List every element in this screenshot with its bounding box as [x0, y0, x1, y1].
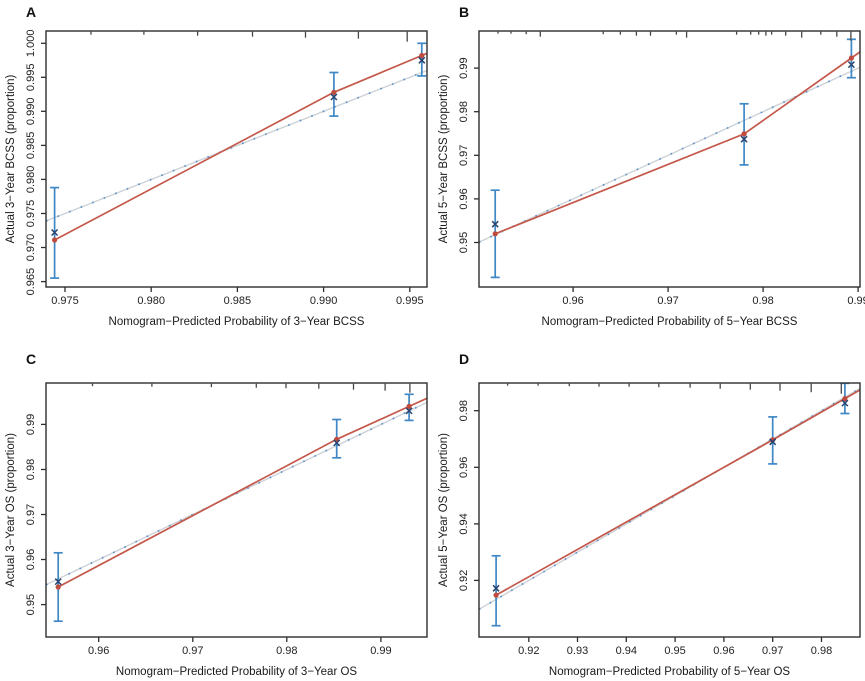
svg-text:0.96: 0.96	[458, 457, 470, 478]
svg-text:Nomogram−Predicted Probability: Nomogram−Predicted Probability of 3−Year…	[116, 666, 358, 678]
panel-b: 0.96 0.97 0.98 0.99 0.95 0.96 0.97 0.98 0.99 Nomo…	[433, 0, 865, 340]
svg-text:0.975: 0.975	[51, 295, 79, 307]
svg-text:Actual 3−Year BCSS (proportion: Actual 3−Year BCSS (proportion)	[5, 75, 17, 244]
svg-text:0.995: 0.995	[396, 295, 424, 307]
svg-text:0.99: 0.99	[458, 57, 470, 78]
svg-text:0.99: 0.99	[847, 295, 865, 307]
svg-text:0.95: 0.95	[664, 645, 685, 657]
panel-d-plot: 0.92 0.93 0.94 0.95 0.96 0.97 0.98 0.92 0.94 0.96…	[433, 341, 865, 681]
svg-text:0.98: 0.98	[276, 645, 297, 657]
calibration-plot-svg: 0.975 0.980 0.985 0.990 0.995 0.965 0.970 0.975…	[5, 30, 428, 328]
svg-text:0.97: 0.97	[25, 504, 37, 525]
svg-text:0.985: 0.985	[224, 295, 252, 307]
svg-text:Actual 3−Year OS (proportion): Actual 3−Year OS (proportion)	[5, 433, 17, 587]
panel-c-label: C	[26, 351, 37, 367]
svg-text:Nomogram−Predicted Probability: Nomogram−Predicted Probability of 5−Year…	[549, 666, 791, 678]
svg-text:0.97: 0.97	[458, 145, 470, 166]
svg-text:0.96: 0.96	[458, 188, 470, 209]
svg-text:0.92: 0.92	[518, 645, 539, 657]
svg-text:0.965: 0.965	[25, 268, 37, 296]
svg-text:0.97: 0.97	[657, 295, 678, 307]
svg-text:0.96: 0.96	[25, 549, 37, 570]
svg-text:0.95: 0.95	[458, 232, 470, 253]
svg-text:0.98: 0.98	[458, 400, 470, 421]
svg-text:0.97: 0.97	[762, 645, 783, 657]
calibration-plot-svg: 0.92 0.93 0.94 0.95 0.96 0.97 0.98 0.92 0.94 0.96…	[438, 382, 861, 678]
calibration-plot-svg: 0.96 0.97 0.98 0.99 0.95 0.96 0.97 0.98 0.99 Nomo…	[438, 30, 865, 328]
panel-c: 0.96 0.97 0.98 0.99 0.95 0.96 0.97 0.98 0.99 Nomo…	[0, 341, 432, 681]
svg-text:0.99: 0.99	[370, 645, 391, 657]
svg-text:0.97: 0.97	[182, 645, 203, 657]
svg-text:0.98: 0.98	[752, 295, 773, 307]
panel-d: 0.92 0.93 0.94 0.95 0.96 0.97 0.98 0.92 0.94 0.96…	[433, 341, 865, 681]
svg-text:0.98: 0.98	[811, 645, 832, 657]
svg-text:Nomogram−Predicted Probability: Nomogram−Predicted Probability of 3−Year…	[109, 316, 365, 328]
svg-text:0.94: 0.94	[458, 513, 470, 534]
svg-text:0.980: 0.980	[25, 166, 37, 194]
svg-text:0.985: 0.985	[25, 132, 37, 160]
calibration-plot-svg: 0.96 0.97 0.98 0.99 0.95 0.96 0.97 0.98 0.99 Nomo…	[5, 382, 428, 678]
svg-text:0.94: 0.94	[616, 645, 637, 657]
svg-text:0.970: 0.970	[25, 234, 37, 262]
svg-text:0.95: 0.95	[25, 594, 37, 615]
panel-c-plot: 0.96 0.97 0.98 0.99 0.95 0.96 0.97 0.98 0.99 Nomo…	[0, 341, 432, 681]
svg-text:0.975: 0.975	[25, 200, 37, 228]
panel-a: 0.975 0.980 0.985 0.990 0.995 0.965 0.970 0.975…	[0, 0, 432, 340]
svg-text:1.000: 1.000	[25, 30, 37, 58]
svg-text:Actual 5−Year BCSS (proportion: Actual 5−Year BCSS (proportion)	[438, 75, 450, 244]
svg-text:0.96: 0.96	[88, 645, 109, 657]
svg-text:0.99: 0.99	[25, 414, 37, 435]
panel-a-plot: 0.975 0.980 0.985 0.990 0.995 0.965 0.970 0.975…	[0, 0, 432, 345]
svg-text:0.990: 0.990	[310, 295, 338, 307]
svg-text:0.93: 0.93	[567, 645, 588, 657]
panel-b-plot: 0.96 0.97 0.98 0.99 0.95 0.96 0.97 0.98 0.99 Nomo…	[433, 0, 865, 345]
panel-b-label: B	[459, 4, 470, 20]
svg-text:0.96: 0.96	[713, 645, 734, 657]
svg-text:Actual 5−Year OS (proportion): Actual 5−Year OS (proportion)	[438, 433, 450, 587]
svg-text:0.92: 0.92	[458, 570, 470, 591]
svg-text:0.98: 0.98	[458, 101, 470, 122]
svg-text:Nomogram−Predicted Probability: Nomogram−Predicted Probability of 5−Year…	[542, 316, 798, 328]
svg-text:0.995: 0.995	[25, 64, 37, 92]
panel-d-label: D	[459, 351, 470, 367]
svg-text:0.990: 0.990	[25, 98, 37, 126]
svg-text:0.96: 0.96	[562, 295, 583, 307]
svg-text:0.980: 0.980	[137, 295, 165, 307]
panel-a-label: A	[26, 4, 37, 20]
svg-text:0.98: 0.98	[25, 459, 37, 480]
